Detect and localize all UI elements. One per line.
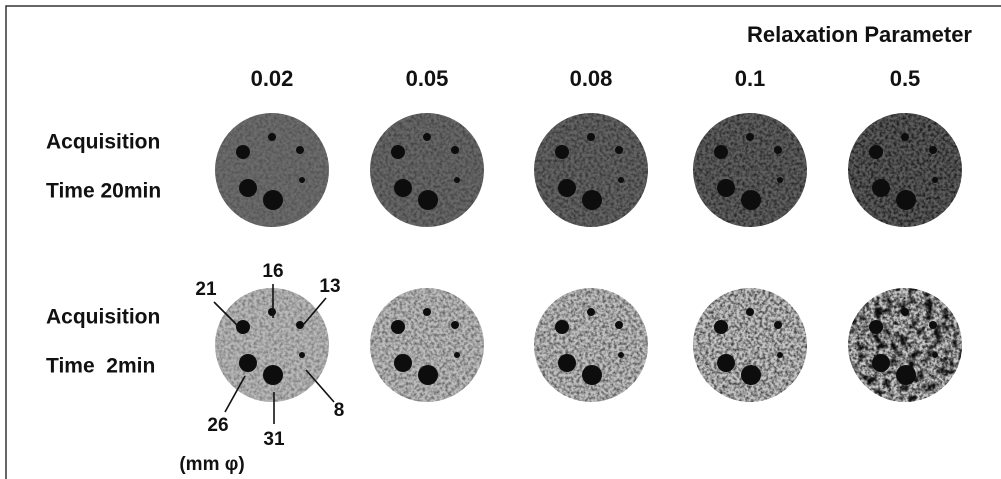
lesion [418,365,438,385]
row-label: Time 2min [46,355,155,378]
lesion [582,190,602,210]
lesion [296,146,304,154]
phantom-image [848,113,962,227]
column-label: 0.02 [251,66,294,91]
lesion [451,146,459,154]
annotations: 21 16 13 26 31 8 (mm φ) [179,261,344,475]
phantom-image [534,113,648,227]
lesion [618,177,624,183]
row-label: Acquisition [46,131,160,154]
lesion [268,308,276,316]
lesion [929,321,937,329]
lesion [299,352,305,358]
lesion [555,320,569,334]
lesion [236,145,250,159]
lesion [236,320,250,334]
lesion [423,133,431,141]
phantom-image [370,113,484,227]
lesion [555,145,569,159]
annotation: 8 [334,400,345,421]
lesion [714,145,728,159]
lesion [746,308,754,316]
phantom-image [693,113,807,227]
lesion [299,177,305,183]
lesion [932,177,938,183]
annotation: 16 [262,261,283,282]
header-title: Relaxation Parameter [747,22,972,47]
lesion [582,365,602,385]
lesion [741,365,761,385]
lesion [929,146,937,154]
lesion [558,179,576,197]
lesion [774,321,782,329]
lesion [777,352,783,358]
lesion [296,321,304,329]
lesion [418,190,438,210]
image-grid [215,113,962,402]
lesion [454,177,460,183]
lesion [263,365,283,385]
phantom-image [370,288,484,402]
lesion [239,354,257,372]
frame [5,5,1001,479]
leader-line [305,369,335,403]
annotation: 26 [207,415,228,436]
lesion [394,179,412,197]
lesion [714,320,728,334]
column-label: 0.5 [890,66,921,91]
lesion [777,177,783,183]
lesion [615,146,623,154]
row-label: Time 20min [46,180,161,203]
leader-line [224,375,246,413]
lesion [741,190,761,210]
phantom-image [534,288,648,402]
lesion [872,354,890,372]
column-label: 0.08 [570,66,613,91]
phantom-image [848,288,962,402]
lesion [454,352,460,358]
lesion [587,133,595,141]
lesion [268,133,276,141]
lesion [451,321,459,329]
lesion [423,308,431,316]
lesion [263,190,283,210]
lesion [869,320,883,334]
lesion [901,308,909,316]
phantom-image [215,113,329,227]
lesion [774,146,782,154]
lesion [869,145,883,159]
lesion [391,320,405,334]
lesion [618,352,624,358]
phantom-image [693,288,807,402]
lesion [932,352,938,358]
annotation: (mm φ) [179,454,244,475]
lesion [896,365,916,385]
lesion [896,190,916,210]
lesion [872,179,890,197]
lesion [239,179,257,197]
phantom-image [215,288,329,402]
lesion [717,354,735,372]
row-label: Acquisition [46,306,160,329]
leader-line [303,297,327,325]
lesion [587,308,595,316]
annotation: 31 [263,429,285,450]
lesion [717,179,735,197]
lesion [615,321,623,329]
annotation: 21 [195,279,217,300]
column-label: 0.05 [406,66,449,91]
leader-line [213,301,241,329]
lesion [391,145,405,159]
lesion [394,354,412,372]
lesion [558,354,576,372]
annotation: 13 [319,276,340,297]
lesion [746,133,754,141]
column-label: 0.1 [735,66,766,91]
lesion [901,133,909,141]
